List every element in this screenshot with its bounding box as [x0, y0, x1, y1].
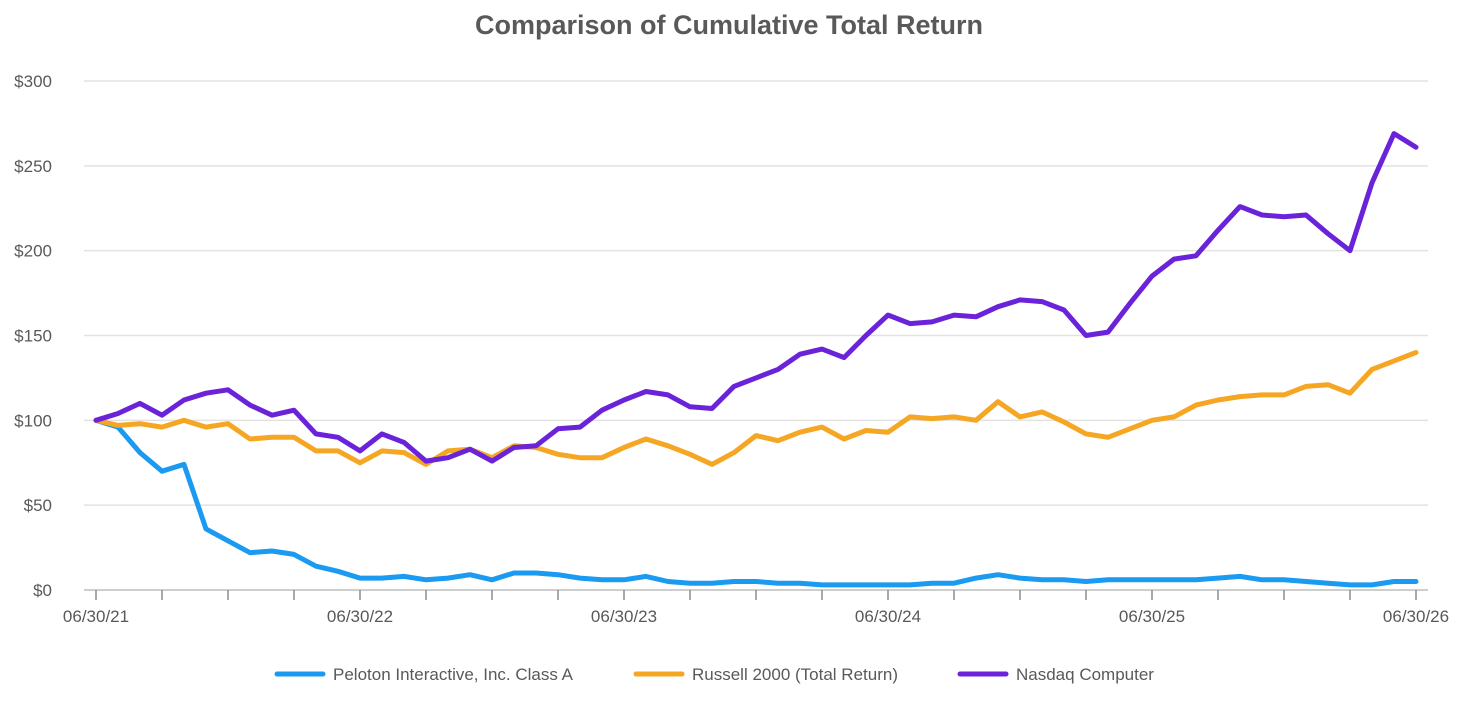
series-lines	[93, 131, 1419, 588]
y-tick-label: $250	[14, 157, 52, 176]
x-tick-label: 06/30/24	[855, 607, 921, 626]
y-axis: $0 $50 $100 $150 $200 $250 $300	[14, 72, 52, 600]
x-tick-label: 06/30/23	[591, 607, 657, 626]
y-tick-label: $200	[14, 242, 52, 261]
legend: Peloton Interactive, Inc. Class A Russell…	[274, 665, 1154, 684]
x-tick-label: 06/30/25	[1119, 607, 1185, 626]
x-tick-label: 06/30/21	[63, 607, 129, 626]
legend-label: Nasdaq Computer	[1016, 665, 1154, 684]
legend-label: Peloton Interactive, Inc. Class A	[333, 665, 574, 684]
grid-lines	[84, 80, 1428, 506]
chart-title: Comparison of Cumulative Total Return	[474, 10, 984, 40]
y-tick-label: $50	[24, 496, 52, 515]
y-tick-label: $300	[14, 72, 52, 91]
y-tick-label: $100	[14, 411, 52, 430]
y-tick-label: $150	[14, 327, 52, 346]
series-line-russell-2000-total-return	[93, 350, 1419, 467]
x-axis: 06/30/21 06/30/22 06/30/23 06/30/24 06/30/25…	[63, 589, 1449, 626]
x-tick-label: 06/30/22	[327, 607, 393, 626]
x-tick-label: 06/30/26	[1383, 607, 1449, 626]
y-tick-label: $0	[33, 581, 52, 600]
legend-label: Russell 2000 (Total Return)	[692, 665, 898, 684]
series-line-peloton-interactive-inc-class-a	[93, 417, 1419, 588]
series-line-nasdaq-computer	[93, 131, 1419, 464]
